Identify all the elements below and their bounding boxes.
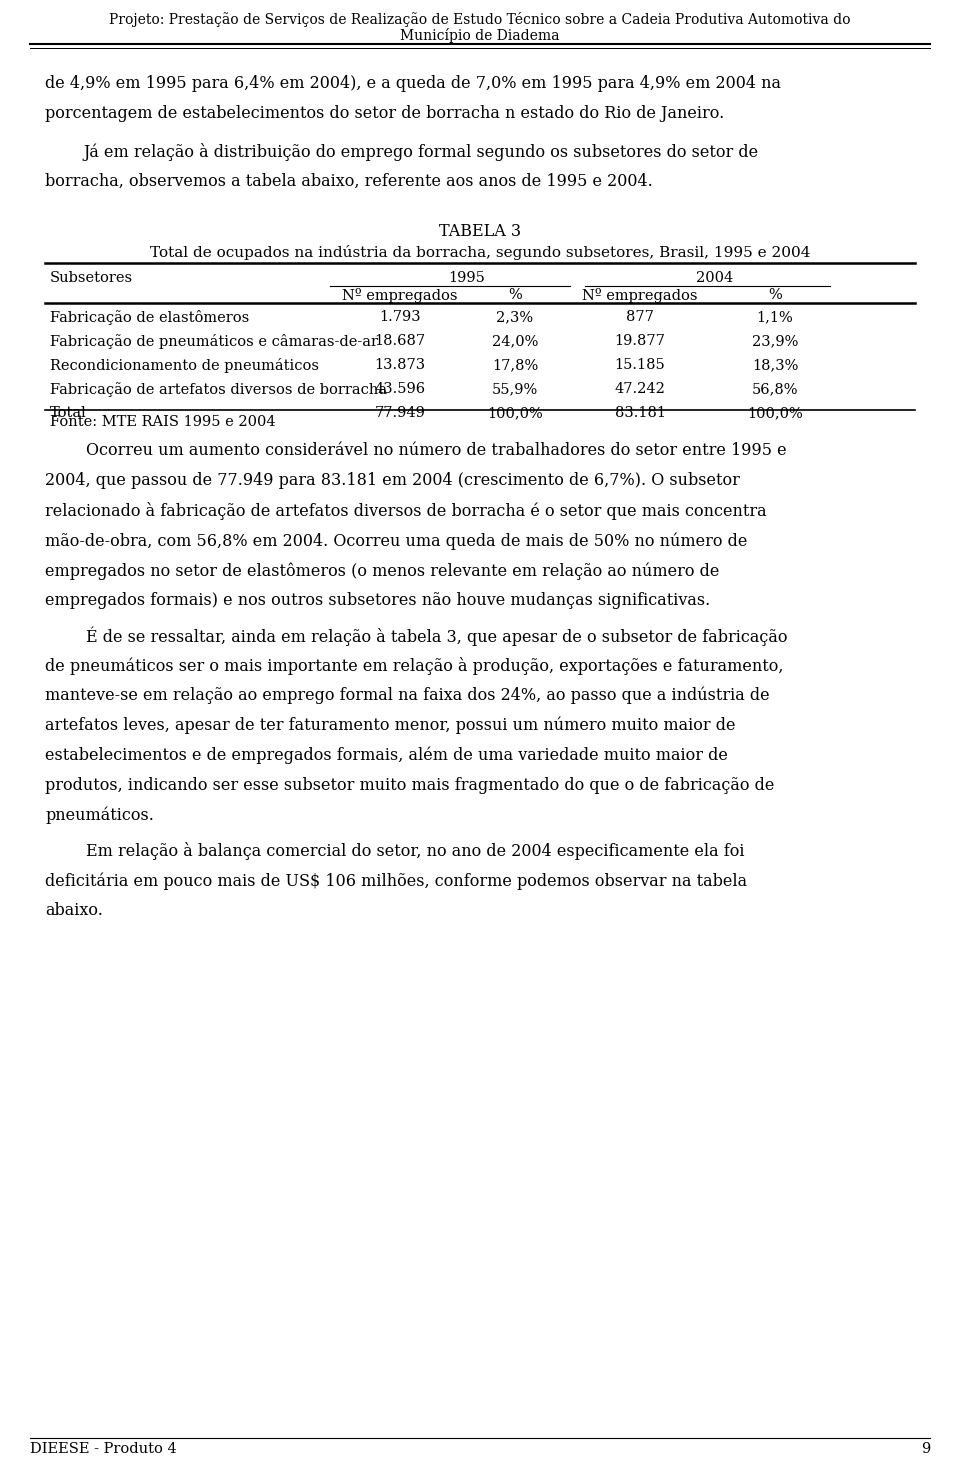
Text: 1995: 1995 [448,271,486,286]
Text: 55,9%: 55,9% [492,382,539,397]
Text: Projeto: Prestação de Serviços de Realização de Estudo Técnico sobre a Cadeia Pr: Projeto: Prestação de Serviços de Realiz… [109,12,851,27]
Text: Recondicionamento de pneumáticos: Recondicionamento de pneumáticos [50,358,319,373]
Text: Fabricação de pneumáticos e câmaras-de-ar: Fabricação de pneumáticos e câmaras-de-a… [50,334,378,349]
Text: borracha, observemos a tabela abaixo, referente aos anos de 1995 e 2004.: borracha, observemos a tabela abaixo, re… [45,173,653,189]
Text: Município de Diadema: Município de Diadema [400,28,560,43]
Text: 9: 9 [921,1442,930,1456]
Text: relacionado à fabricação de artefatos diversos de borracha é o setor que mais co: relacionado à fabricação de artefatos di… [45,502,767,519]
Text: 56,8%: 56,8% [752,382,799,397]
Text: 19.877: 19.877 [614,334,665,348]
Text: artefatos leves, apesar de ter faturamento menor, possui um número muito maior d: artefatos leves, apesar de ter faturamen… [45,716,735,734]
Text: Fabricação de elastômeros: Fabricação de elastômeros [50,309,250,326]
Text: 2004: 2004 [696,271,733,286]
Text: Total de ocupados na indústria da borracha, segundo subsetores, Brasil, 1995 e 2: Total de ocupados na indústria da borrac… [150,246,810,260]
Text: 1,1%: 1,1% [756,309,793,324]
Text: de 4,9% em 1995 para 6,4% em 2004), e a queda de 7,0% em 1995 para 4,9% em 2004 : de 4,9% em 1995 para 6,4% em 2004), e a … [45,75,781,92]
Text: Em relação à balança comercial do setor, no ano de 2004 especificamente ela foi: Em relação à balança comercial do setor,… [45,842,745,860]
Text: 100,0%: 100,0% [487,406,542,420]
Text: empregados formais) e nos outros subsetores não houve mudanças significativas.: empregados formais) e nos outros subseto… [45,592,710,608]
Text: de pneumáticos ser o mais importante em relação à produção, exportações e fatura: de pneumáticos ser o mais importante em … [45,657,783,675]
Text: 13.873: 13.873 [374,358,425,371]
Text: 100,0%: 100,0% [747,406,803,420]
Text: %: % [508,289,522,302]
Text: 18,3%: 18,3% [752,358,798,371]
Text: 23,9%: 23,9% [752,334,798,348]
Text: Total: Total [50,406,86,420]
Text: 1.793: 1.793 [379,309,420,324]
Text: produtos, indicando ser esse subsetor muito mais fragmentado do que o de fabrica: produtos, indicando ser esse subsetor mu… [45,777,775,793]
Text: porcentagem de estabelecimentos do setor de borracha n estado do Rio de Janeiro.: porcentagem de estabelecimentos do setor… [45,105,724,121]
Text: Subsetores: Subsetores [50,271,133,286]
Text: 47.242: 47.242 [614,382,665,397]
Text: DIEESE - Produto 4: DIEESE - Produto 4 [30,1442,177,1456]
Text: 2,3%: 2,3% [496,309,534,324]
Text: Fabricação de artefatos diversos de borracha: Fabricação de artefatos diversos de borr… [50,382,387,397]
Text: Fonte: MTE RAIS 1995 e 2004: Fonte: MTE RAIS 1995 e 2004 [50,414,276,429]
Text: É de se ressaltar, ainda em relação à tabela 3, que apesar de o subsetor de fabr: É de se ressaltar, ainda em relação à ta… [45,628,787,647]
Text: estabelecimentos e de empregados formais, além de uma variedade muito maior de: estabelecimentos e de empregados formais… [45,747,728,765]
Text: %: % [768,289,781,302]
Text: 18.687: 18.687 [374,334,425,348]
Text: manteve-se em relação ao emprego formal na faixa dos 24%, ao passo que a indústr: manteve-se em relação ao emprego formal … [45,687,770,704]
Text: abaixo.: abaixo. [45,901,103,919]
Text: 15.185: 15.185 [614,358,665,371]
Text: Nº empregados: Nº empregados [343,289,458,303]
Text: Ocorreu um aumento considerável no número de trabalhadores do setor entre 1995 e: Ocorreu um aumento considerável no númer… [45,443,786,459]
Text: mão-de-obra, com 56,8% em 2004. Ocorreu uma queda de mais de 50% no número de: mão-de-obra, com 56,8% em 2004. Ocorreu … [45,531,748,549]
Text: 877: 877 [626,309,654,324]
Text: Já em relação à distribuição do emprego formal segundo os subsetores do setor de: Já em relação à distribuição do emprego … [83,144,758,161]
Text: TABELA 3: TABELA 3 [439,223,521,240]
Text: deficitária em pouco mais de US$ 106 milhões, conforme podemos observar na tabel: deficitária em pouco mais de US$ 106 mil… [45,872,747,889]
Text: 77.949: 77.949 [374,406,425,420]
Text: Nº empregados: Nº empregados [583,289,698,303]
Text: 24,0%: 24,0% [492,334,539,348]
Text: 2004, que passou de 77.949 para 83.181 em 2004 (crescimento de 6,7%). O subsetor: 2004, que passou de 77.949 para 83.181 e… [45,472,740,488]
Text: 83.181: 83.181 [614,406,665,420]
Text: 17,8%: 17,8% [492,358,539,371]
Text: empregados no setor de elastômeros (o menos relevante em relação ao número de: empregados no setor de elastômeros (o me… [45,562,719,580]
Text: 43.596: 43.596 [374,382,425,397]
Text: pneumáticos.: pneumáticos. [45,807,154,824]
